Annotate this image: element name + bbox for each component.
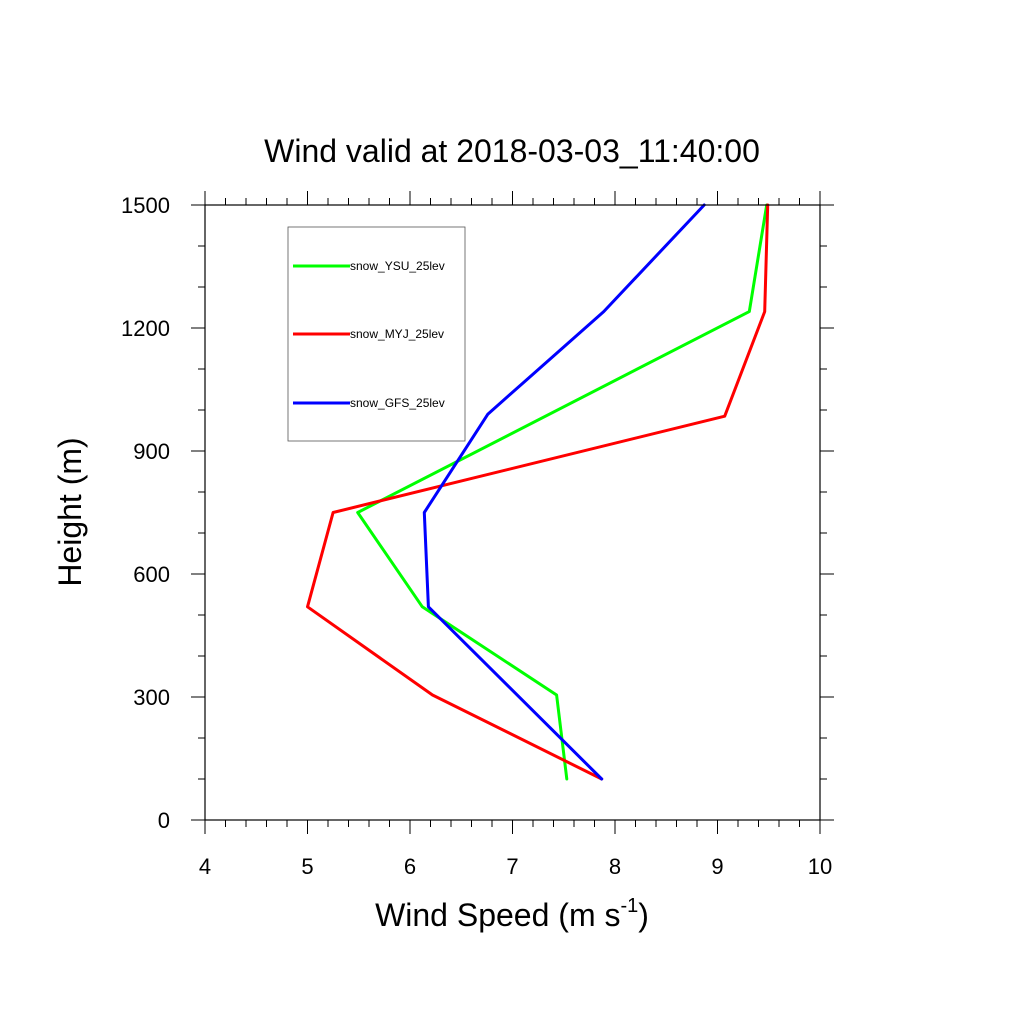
legend-label: snow_YSU_25lev (350, 259, 445, 273)
series-lines (306, 203, 770, 781)
y-tick-label: 600 (133, 562, 170, 587)
x-tick-label: 7 (506, 854, 518, 879)
legend: snow_YSU_25lev snow_MYJ_25lev snow_GFS_25l… (287, 226, 466, 442)
legend-label: snow_MYJ_25lev (350, 327, 444, 341)
y-tick-label: 300 (133, 685, 170, 710)
x-tick-label: 4 (199, 854, 211, 879)
x-axis-label-superscript: -1 (620, 895, 638, 917)
x-tick-label: 10 (808, 854, 832, 879)
x-tick-label: 9 (711, 854, 723, 879)
y-tick-label: 900 (133, 439, 170, 464)
x-axis-label: Wind Speed (m s-1) (375, 895, 649, 933)
axis-ticks (191, 191, 834, 834)
x-tick-label: 5 (301, 854, 313, 879)
y-tick-label: 1500 (121, 193, 170, 218)
series-line-snow_GFS_25lev (422, 203, 706, 781)
plot-frame (204, 204, 821, 821)
x-tick-label: 8 (609, 854, 621, 879)
series-line-snow_MYJ_25lev (306, 203, 770, 781)
y-tick-label: 0 (158, 808, 170, 833)
series-line-snow_YSU_25lev (356, 203, 769, 781)
legend-entries: snow_YSU_25lev snow_MYJ_25lev snow_GFS_25l… (293, 259, 445, 410)
x-axis-label-text: Wind Speed (m s (375, 897, 620, 933)
legend-label: snow_GFS_25lev (350, 396, 445, 410)
x-axis-label-close: ) (638, 897, 649, 933)
chart-title: Wind valid at 2018-03-03_11:40:00 (264, 133, 760, 169)
tick-labels: 4 5 6 7 8 9 10 0 300 600 900 1200 1500 (121, 193, 832, 879)
x-tick-label: 6 (404, 854, 416, 879)
y-tick-label: 1200 (121, 316, 170, 341)
y-axis-label: Height (m) (52, 437, 88, 586)
